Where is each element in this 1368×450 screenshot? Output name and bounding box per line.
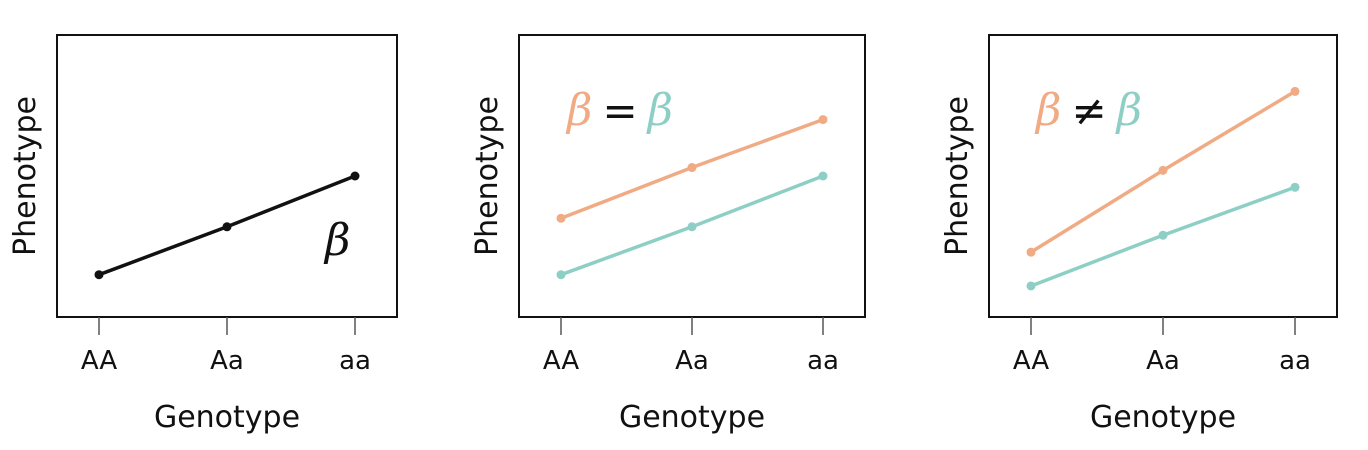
beta-symbol: β — [1115, 85, 1142, 136]
operator-symbol: ≠ — [1071, 86, 1106, 135]
data-point-black — [350, 171, 360, 181]
x-axis-label: Genotype — [154, 400, 300, 435]
data-point-teal — [687, 222, 697, 232]
x-tick-label: aa — [1279, 346, 1311, 376]
chart-panel-1: AA Aa aa Genotype Phenotype β — [8, 34, 398, 435]
x-tick-label: Aa — [675, 346, 709, 376]
data-point-orange — [818, 115, 828, 125]
data-point-orange — [556, 213, 566, 223]
chart-panel-2: AA Aa aa Genotype Phenotype β = β — [470, 34, 866, 435]
data-point-teal — [818, 171, 828, 181]
beta-annotation: β ≠ β — [1034, 85, 1142, 136]
plot-frame — [518, 34, 866, 318]
data-point-teal — [1290, 182, 1300, 192]
data-point-teal — [556, 270, 566, 280]
x-axis-label: Genotype — [1090, 400, 1236, 435]
data-point-orange — [1158, 165, 1168, 175]
x-tick-label: AA — [1013, 346, 1050, 376]
x-tick-label: AA — [543, 346, 580, 376]
chart-panel-3: AA Aa aa Genotype Phenotype β ≠ β — [940, 34, 1338, 435]
beta-annotation: β = β — [565, 85, 673, 136]
y-axis-label: Phenotype — [940, 96, 975, 256]
x-tick-label: Aa — [1146, 346, 1180, 376]
x-tick-label: aa — [339, 346, 371, 376]
beta-symbol: β — [1034, 85, 1061, 136]
beta-symbol: β — [646, 85, 673, 136]
plot-frame — [988, 34, 1338, 318]
data-point-teal — [1158, 230, 1168, 240]
beta-symbol: β — [565, 85, 592, 136]
data-point-black — [94, 270, 104, 280]
y-axis-label: Phenotype — [8, 96, 43, 256]
data-point-orange — [687, 163, 697, 173]
data-point-orange — [1026, 247, 1036, 257]
operator-symbol: = — [602, 86, 637, 135]
beta-symbol: β — [323, 215, 350, 266]
x-axis-label: Genotype — [619, 400, 765, 435]
beta-annotation: β — [323, 215, 350, 266]
x-tick-label: Aa — [210, 346, 244, 376]
data-point-black — [222, 222, 232, 232]
x-tick-label: aa — [807, 346, 839, 376]
data-point-teal — [1026, 281, 1036, 291]
x-tick-label: AA — [81, 346, 118, 376]
y-axis-label: Phenotype — [470, 96, 505, 256]
plot-frame — [56, 34, 398, 318]
data-point-orange — [1290, 86, 1300, 96]
